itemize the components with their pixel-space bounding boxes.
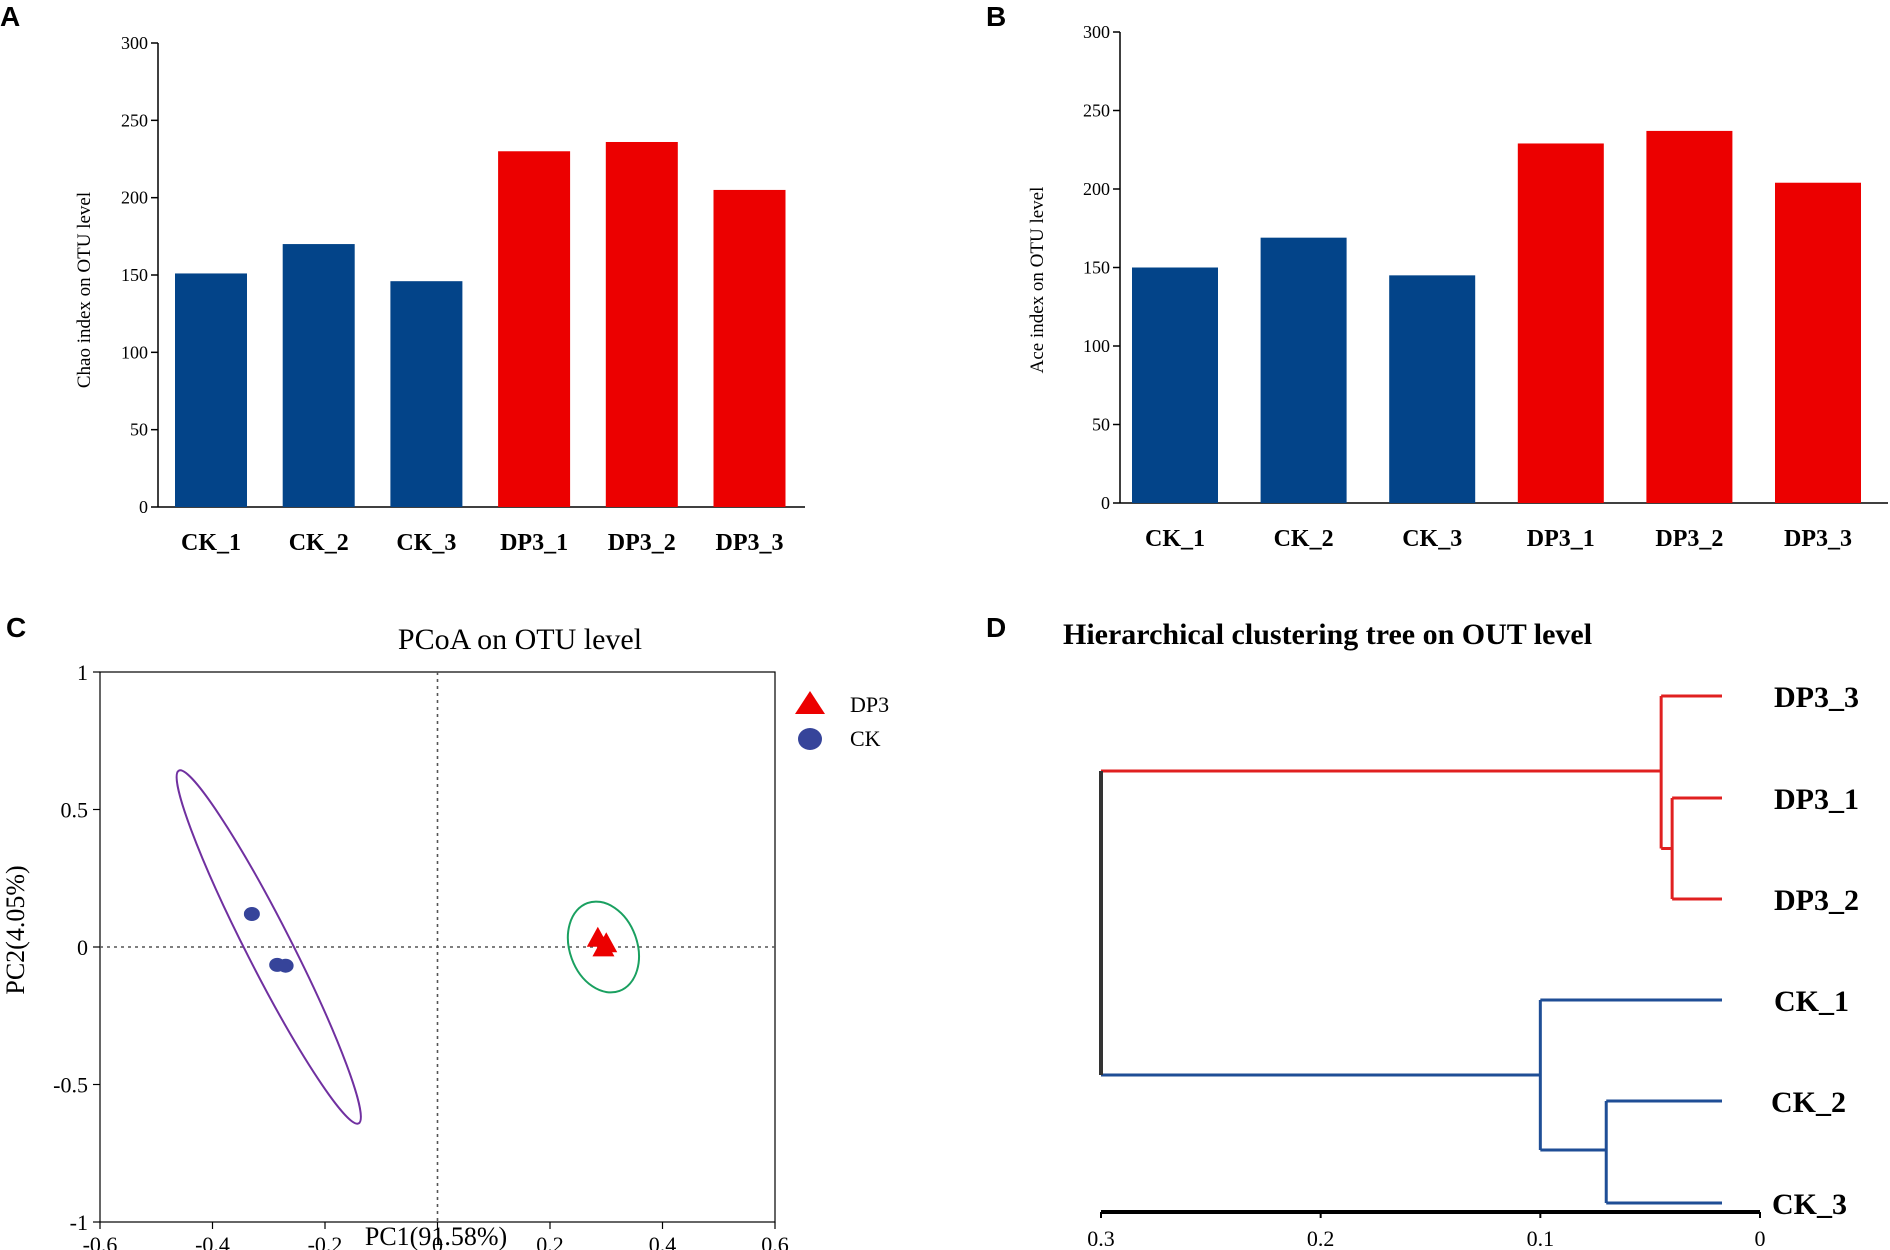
chart-c-y-tick-label: -1 [70,1210,88,1235]
chart-c-x-tick-label: 0.4 [649,1232,677,1250]
chart-c-pcoa: PCoA on OTU level PC1(91.58%) PC2(4.05%)… [1,623,889,1250]
chart-b-category-label: DP3_3 [1784,526,1852,552]
chart-b-bar-ck-1 [1132,267,1218,503]
chart-b-category-label: DP3_1 [1527,526,1595,552]
chart-a-bar-ck-3 [390,281,463,507]
chart-d-x-tick-label: 0 [1755,1226,1766,1250]
chart-b-bar-dp3-3 [1775,182,1861,503]
chart-a-category-label: CK_1 [181,530,241,556]
panel-letter-a: A [0,1,20,32]
chart-c-x-tick-label: -0.2 [308,1232,343,1250]
chart-b-y-tick-label: 100 [1083,336,1110,356]
chart-d-title: Hierarchical clustering tree on OUT leve… [1063,618,1592,651]
chart-c-ellipse-dp3 [566,900,640,994]
chart-b-category-label: CK_2 [1274,526,1334,552]
chart-a-bar-dp3-3 [713,189,786,507]
chart-b-y-label: Ace index on OTU level [1027,187,1048,374]
chart-a-category-label: DP3_3 [716,530,784,556]
chart-c-y-tick-label: 0.5 [61,798,89,823]
chart-c-point-ck [243,907,260,921]
chart-b-y-tick-label: 300 [1083,22,1110,42]
chart-d-x-tick-label: 0.3 [1087,1226,1115,1250]
chart-d-leaf-label-ck-3: CK_3 [1772,1188,1847,1221]
chart-a-bar-ck-1 [175,273,247,507]
chart-c-x-tick-label: 0.6 [761,1232,789,1250]
chart-d-leaf-label-dp3-3: DP3_3 [1774,681,1859,714]
chart-a-bar-ck-2 [282,244,355,508]
chart-a-y-tick-label: 150 [121,265,148,285]
chart-c-x-tick-label: -0.6 [83,1232,118,1250]
chart-a-category-label: DP3_2 [608,530,676,556]
chart-b-y-tick-label: 250 [1083,101,1110,121]
chart-b-bar-ck-3 [1389,275,1476,503]
chart-c-ellipse-ck [175,769,362,1125]
chart-a-y-tick-label: 50 [130,420,148,440]
chart-a-y-tick-label: 100 [121,342,148,362]
chart-d-leaf-label-dp3-1: DP3_1 [1774,783,1859,816]
chart-c-x-tick-label: -0.4 [195,1232,230,1250]
chart-a-category-label: CK_3 [396,530,456,556]
chart-c-legend-ck: CK [850,726,881,751]
chart-c-x-label: PC1(91.58%) [365,1222,507,1250]
chart-a-bar-dp3-2 [605,141,678,507]
chart-a-category-label: DP3_1 [500,530,568,556]
chart-a-chao-bars: Chao index on OTU level 0 50 100 150 200 250 3… [74,33,805,556]
chart-a-y-label: Chao index on OTU level [74,192,95,388]
panel-letter-d: D [986,612,1006,643]
chart-a-category-label: CK_2 [289,530,349,556]
chart-d-dendrogram: Hierarchical clustering tree on OUT leve… [1063,618,1859,1250]
chart-c-point-ck [277,958,294,973]
chart-b-y-tick-label: 150 [1083,258,1110,278]
chart-a-y-tick-label: 200 [121,188,148,208]
chart-c-y-label: PC2(4.05%) [1,865,30,994]
chart-b-category-label: DP3_2 [1655,526,1723,552]
chart-c-y-tick-label: 0 [77,935,88,960]
chart-a-y-tick-label: 0 [139,497,148,517]
chart-b-y-tick-label: 0 [1101,493,1110,513]
chart-c-y-tick-label: -0.5 [53,1073,88,1098]
chart-c-point-dp3 [592,936,615,957]
chart-b-bar-dp3-2 [1646,130,1733,503]
chart-d-leaf-label-dp3-2: DP3_2 [1774,884,1859,917]
chart-d-leaf-label-ck-1: CK_1 [1774,985,1849,1018]
chart-c-title: PCoA on OTU level [398,623,642,656]
chart-b-bar-dp3-1 [1517,143,1604,503]
chart-a-y-tick-label: 300 [121,33,148,53]
chart-b-y-tick-label: 200 [1083,179,1110,199]
chart-b-ace-bars: Ace index on OTU level 0 50 100 150 200 250 30… [1027,22,1888,552]
chart-a-bar-dp3-1 [498,151,571,507]
chart-d-x-tick-label: 0.2 [1307,1226,1335,1250]
panel-letter-b: B [986,1,1006,32]
chart-c-y-tick-label: 1 [77,660,88,685]
chart-b-bar-ck-2 [1260,237,1347,504]
chart-c-legend-marker-ck [798,728,822,750]
chart-c-legend-marker-dp3 [795,691,825,714]
chart-d-leaf-label-ck-2: CK_2 [1771,1086,1846,1119]
chart-c-x-tick-label: 0.2 [536,1232,564,1250]
chart-d-x-tick-label: 0.1 [1527,1226,1555,1250]
chart-c-legend-dp3: DP3 [850,692,889,717]
chart-a-y-tick-label: 250 [121,110,148,130]
chart-b-category-label: CK_1 [1145,526,1205,552]
panel-letter-c: C [6,612,26,643]
chart-b-category-label: CK_3 [1402,526,1462,552]
chart-b-y-tick-label: 50 [1092,415,1110,435]
chart-c-x-tick-label: 0 [432,1232,443,1250]
